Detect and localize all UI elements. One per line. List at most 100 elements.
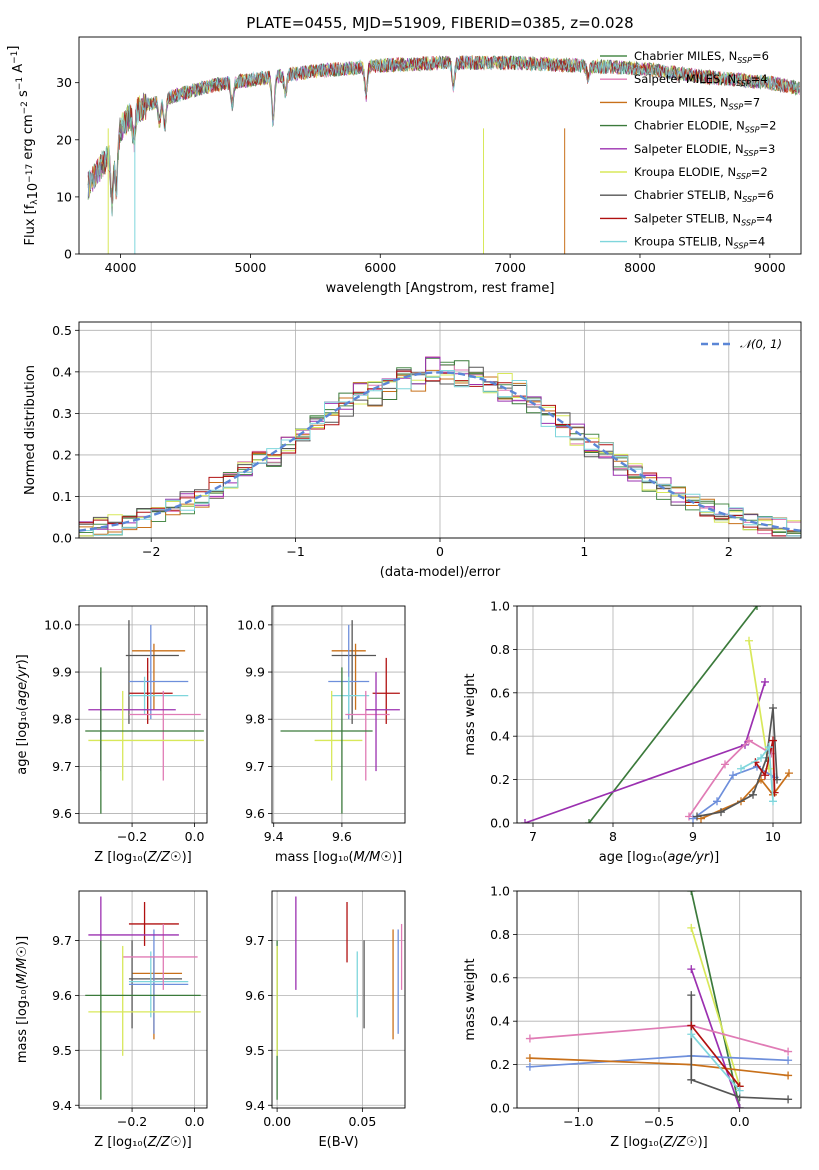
x-tick-label: 5000 (235, 260, 267, 275)
y-tick-label: 9.9 (52, 665, 72, 680)
panel-0: 4000 5000 6000 7000 8000 9000 0 10 20 30 wavelengt… (6, 36, 802, 296)
weight-point (693, 812, 701, 821)
plot-marks (525, 891, 793, 1108)
y-tick-label: 1.0 (490, 599, 510, 614)
axes-frame (516, 605, 802, 824)
weight-point (687, 1075, 696, 1084)
legend-label: Kroupa ELODIE, NSSP=2 (634, 165, 768, 181)
y-tick-label: 9.4 (245, 1098, 265, 1113)
weight-point (717, 808, 725, 817)
panel-2: −0.2 0.0 9.6 9.7 9.8 9.9 10.0 Z [log₁₀(Z/Z☉)] ag… (15, 605, 208, 865)
y-tick-label: 0.3 (52, 406, 72, 421)
weight-point (713, 797, 721, 806)
weight-line (690, 927, 741, 1087)
y-tick-label: 9.7 (245, 933, 265, 948)
normal-curve (79, 371, 801, 532)
y-axis-label: age [log₁₀(age/yr)] (15, 654, 30, 775)
weight-point (784, 1047, 793, 1056)
x-tick-label: 0.05 (348, 1114, 376, 1129)
weight-point (761, 677, 769, 686)
x-tick-label: −2 (142, 544, 160, 559)
weight-point (687, 1030, 696, 1039)
weight-point (785, 769, 793, 778)
x-tick-label: 4000 (105, 260, 137, 275)
x-tick-label: 2 (725, 544, 733, 559)
weight-point (784, 1056, 793, 1065)
x-tick-label: 6000 (364, 260, 396, 275)
x-tick-label: 0.00 (263, 1114, 291, 1129)
y-tick-label: 9.6 (52, 988, 72, 1003)
weight-point (769, 703, 777, 712)
y-tick-label: 9.9 (245, 665, 265, 680)
y-tick-label: 0.0 (52, 531, 72, 546)
y-axis-label: Normed distribution (23, 365, 38, 495)
plot-marks (85, 896, 201, 1100)
x-tick-label: −0.2 (117, 829, 147, 844)
axes-frame (78, 605, 208, 824)
y-tick-label: 9.5 (52, 1043, 72, 1058)
y-tick-label: 0.6 (490, 970, 510, 985)
weight-point (745, 736, 753, 745)
weight-point (735, 1104, 744, 1108)
panel-6: 0.00 0.05 9.4 9.5 9.6 9.7 E(B-V) (245, 890, 406, 1150)
x-tick-label: 8000 (624, 260, 656, 275)
y-axis-label: mass weight (463, 673, 478, 755)
x-axis-label: (data-model)/error (380, 565, 501, 580)
weight-line (740, 744, 774, 802)
axes-frame (78, 890, 208, 1109)
x-tick-label: 7000 (494, 260, 526, 275)
y-tick-label: 10.0 (237, 617, 265, 632)
weight-line (690, 1033, 741, 1092)
weight-point (525, 1062, 534, 1071)
y-tick-label: 9.7 (52, 933, 72, 948)
x-axis-label: Z [log₁₀(Z/Z☉)] (610, 1135, 707, 1150)
weight-point (784, 1071, 793, 1080)
legend-label: Salpeter MILES, NSSP=4 (634, 72, 768, 88)
y-tick-label: 0.5 (52, 323, 72, 338)
weight-point (721, 760, 729, 769)
y-tick-label: 9.4 (52, 1098, 72, 1113)
y-tick-label: 9.6 (52, 806, 72, 821)
y-axis-label: mass [log₁₀(M/M☉)] (15, 936, 30, 1063)
y-tick-label: 0.0 (490, 1101, 510, 1116)
y-tick-label: 10 (56, 189, 72, 204)
x-tick-label: 0.0 (185, 1114, 205, 1129)
legend-label: 𝒩(0, 1) (740, 337, 782, 351)
y-tick-label: 0.4 (490, 1014, 510, 1029)
panel-3: 9.4 9.6 9.6 9.7 9.8 9.9 10.0 mass [log₁₀(M/M☉)] (237, 605, 406, 865)
y-tick-label: 0.8 (490, 927, 510, 942)
weight-line (690, 891, 741, 1108)
legend-label: Chabrier MILES, NSSP=6 (634, 49, 769, 65)
y-tick-label: 0.4 (490, 729, 510, 744)
legend-label: Chabrier ELODIE, NSSP=2 (634, 119, 776, 135)
weight-point (737, 764, 745, 773)
y-tick-label: 1.0 (490, 884, 510, 899)
axes-frame (516, 890, 802, 1109)
axes-frame (271, 605, 406, 824)
axes-frame (78, 36, 802, 255)
x-tick-label: −1 (286, 544, 304, 559)
plot-area (517, 606, 801, 823)
x-tick-label: 9000 (754, 260, 786, 275)
x-tick-label: −0.5 (644, 1114, 674, 1129)
legend-label: Kroupa STELIB, NSSP=4 (634, 235, 765, 251)
plot-marks (521, 606, 793, 823)
histogram-step (79, 370, 801, 537)
weight-line (696, 707, 778, 818)
x-axis-label: Z [log₁₀(Z/Z☉)] (94, 850, 191, 865)
weight-point (784, 1095, 793, 1104)
x-tick-label: 7 (529, 829, 537, 844)
weight-line (690, 1024, 741, 1087)
plot-area (272, 891, 405, 1108)
weight-point (687, 923, 696, 932)
weight-point (687, 1021, 696, 1030)
y-tick-label: 9.5 (245, 1043, 265, 1058)
y-tick-label: 20 (56, 132, 72, 147)
weight-line (588, 606, 758, 823)
weight-point (525, 1054, 534, 1063)
y-tick-label: 9.8 (245, 712, 265, 727)
weight-point (769, 736, 777, 745)
x-tick-label: 0.0 (185, 829, 205, 844)
x-axis-label: wavelength [Angstrom, rest frame] (326, 281, 555, 296)
